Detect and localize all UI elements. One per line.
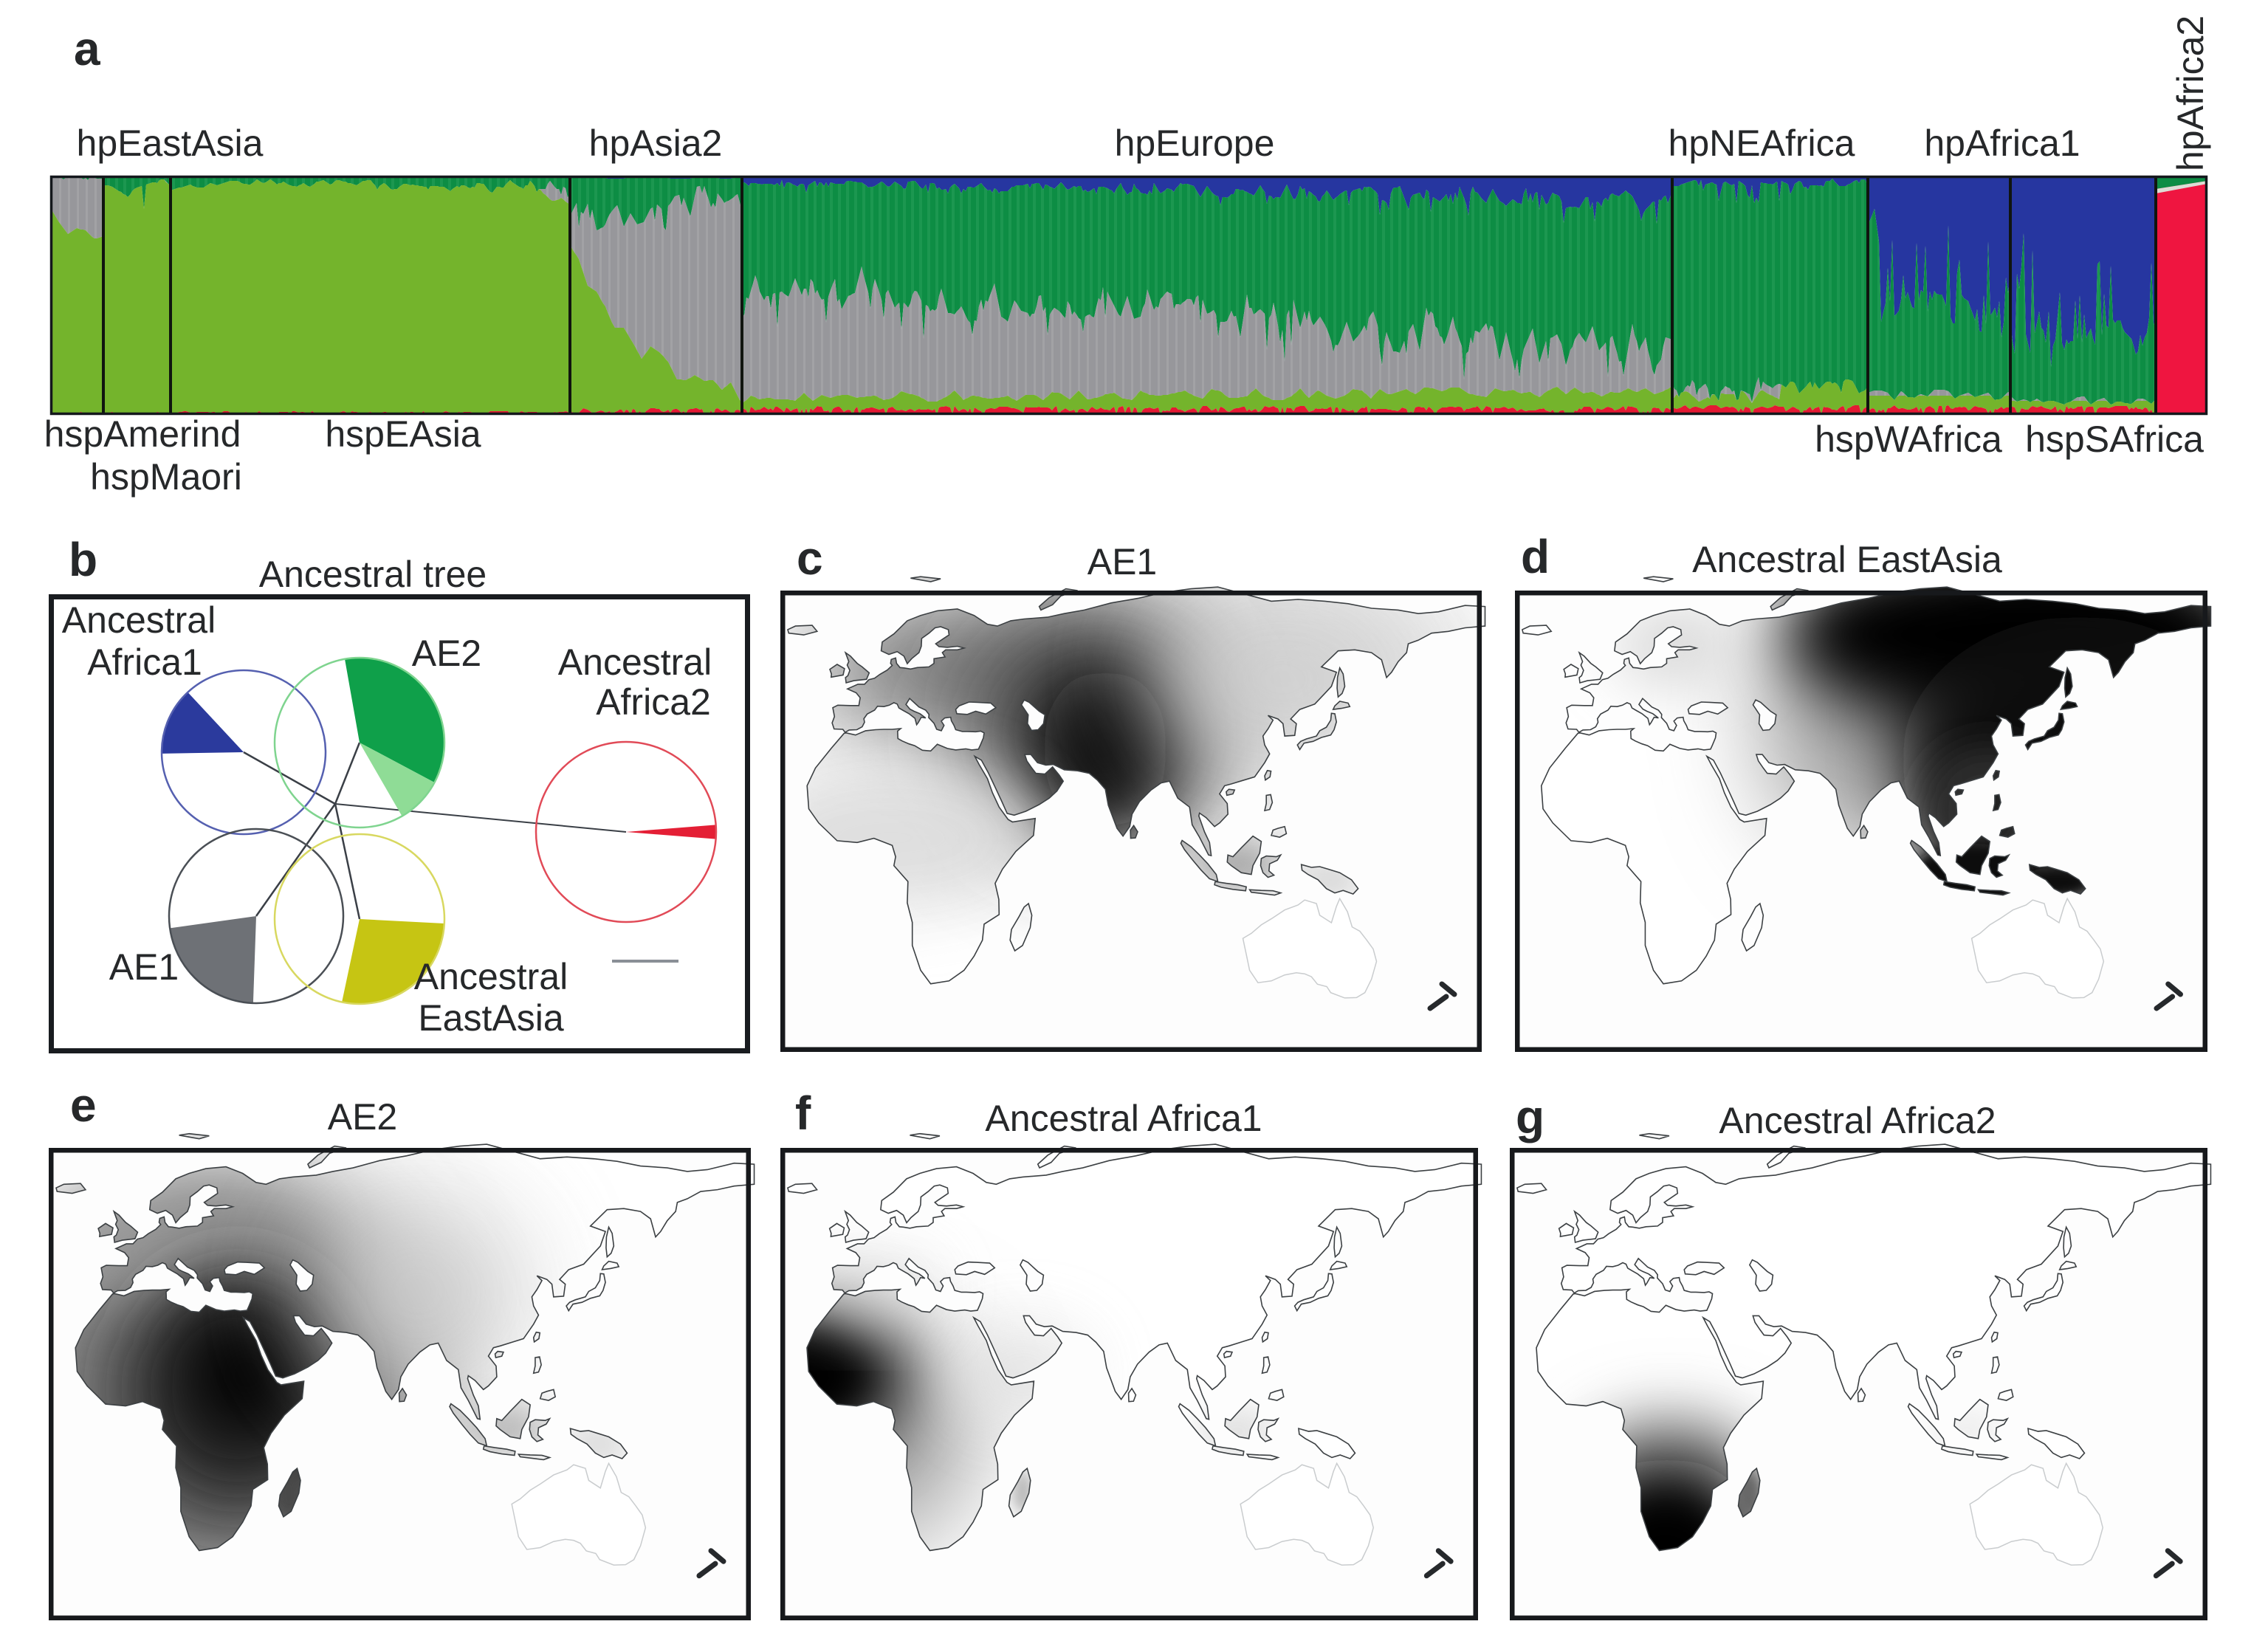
svg-text:Africa1: Africa1 [87,641,202,683]
svg-text:b: b [69,533,97,586]
svg-text:Ancestral: Ancestral [558,641,712,683]
svg-text:AE2: AE2 [328,1096,398,1138]
svg-text:Ancestral: Ancestral [62,599,216,641]
svg-text:hpAsia2: hpAsia2 [589,123,723,164]
svg-text:AE2: AE2 [412,633,482,674]
svg-text:hpAfrica2: hpAfrica2 [2170,16,2211,171]
svg-text:hspWAfrica: hspWAfrica [1815,419,2002,460]
svg-text:AE1: AE1 [1087,541,1158,582]
svg-text:hspSAfrica: hspSAfrica [2025,419,2204,460]
svg-text:Ancestral Africa2: Ancestral Africa2 [1719,1100,1996,1141]
svg-text:AE1: AE1 [109,946,179,988]
svg-text:hspMaori: hspMaori [90,456,242,498]
svg-text:Ancestral Africa1: Ancestral Africa1 [985,1098,1262,1139]
svg-text:e: e [70,1078,97,1132]
svg-text:g: g [1516,1090,1544,1143]
svg-text:hpEurope: hpEurope [1115,123,1275,164]
svg-text:hpAfrica1: hpAfrica1 [1924,123,2080,164]
svg-text:Ancestral EastAsia: Ancestral EastAsia [1692,539,2002,580]
svg-text:d: d [1521,530,1550,583]
svg-text:f: f [795,1087,811,1140]
svg-text:Ancestral: Ancestral [414,956,568,997]
svg-text:EastAsia: EastAsia [418,997,564,1039]
svg-text:a: a [74,22,100,75]
svg-text:hpEastAsia: hpEastAsia [77,123,264,164]
svg-text:hspAmerind: hspAmerind [44,413,241,455]
svg-text:hspEAsia: hspEAsia [325,413,481,455]
svg-text:c: c [797,531,823,585]
svg-text:hpNEAfrica: hpNEAfrica [1669,123,1855,164]
svg-text:Ancestral tree: Ancestral tree [259,554,487,595]
svg-text:Africa2: Africa2 [596,681,711,723]
